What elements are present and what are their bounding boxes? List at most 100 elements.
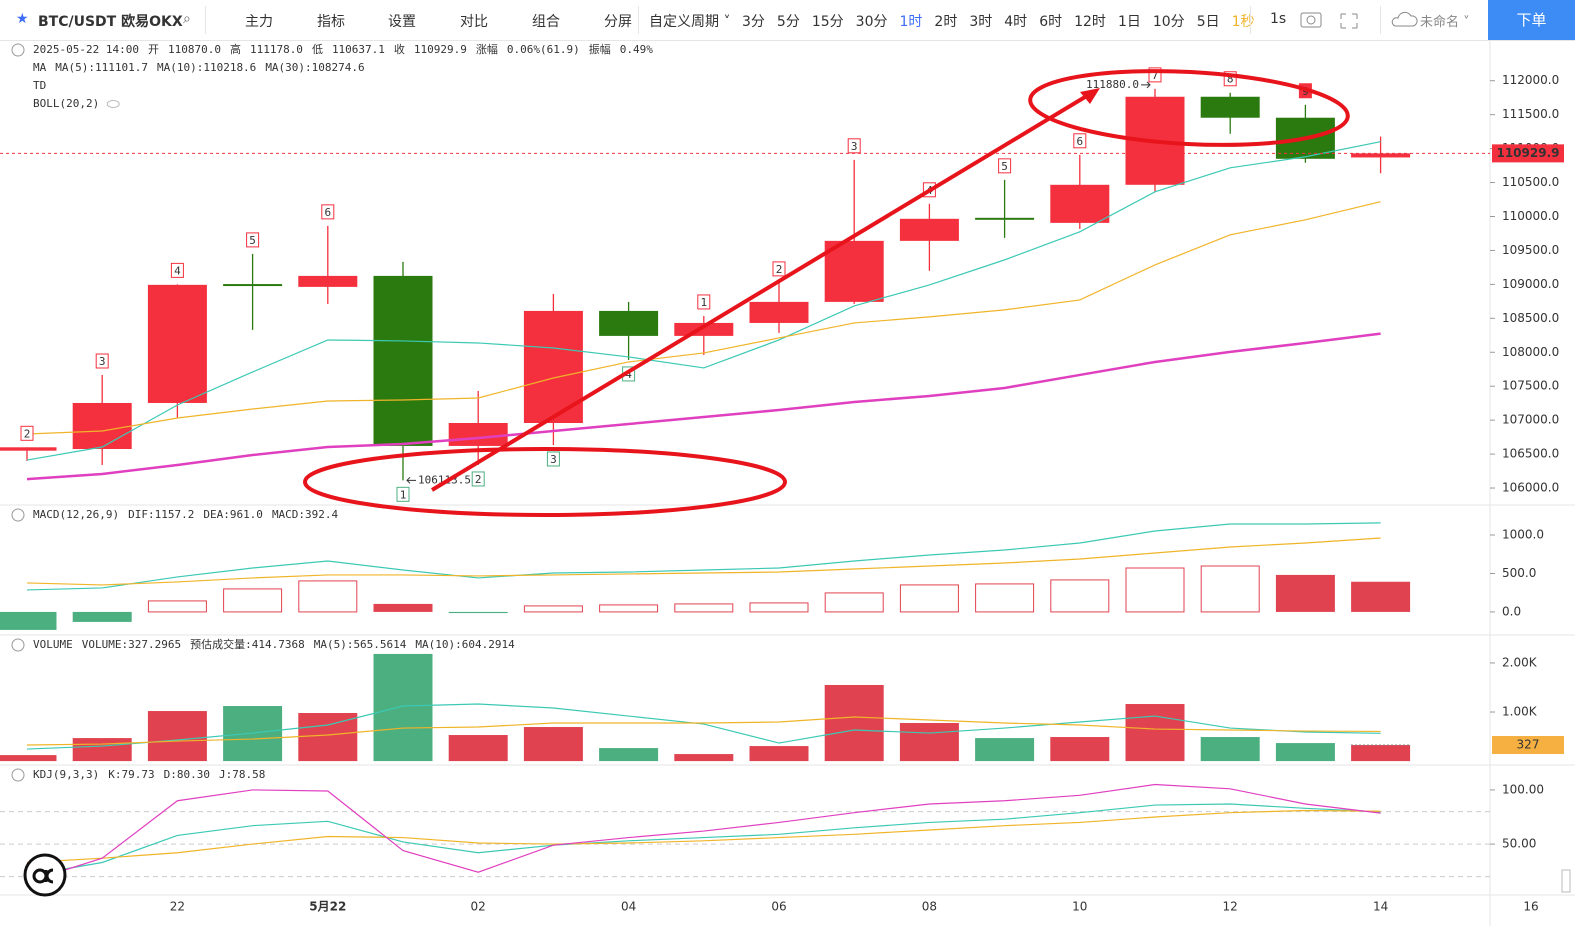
separator (1380, 6, 1381, 34)
collapse-toggle[interactable] (11, 768, 25, 782)
high-label: 111880.0 (1086, 78, 1139, 91)
legend-item: KDJ(9,3,3) (33, 768, 99, 781)
y-tick-label: 2.00K (1502, 655, 1538, 669)
volume-bar (448, 735, 508, 762)
td-label: 7 (1152, 69, 1159, 82)
collapse-toggle[interactable] (11, 43, 25, 57)
x-tick-label: 06 (771, 900, 786, 914)
volume-bar (749, 746, 809, 762)
volume-bar (147, 711, 207, 762)
legend-item: DEA:961.0 (203, 508, 263, 521)
y-tick-label: 1000.0 (1502, 528, 1544, 542)
symbol[interactable]: BTC/USDT 欧易OKX (38, 14, 183, 30)
volume-bar (523, 727, 583, 762)
layout-name[interactable]: 未命名 ˅ (1420, 15, 1470, 30)
td-box (170, 262, 184, 278)
period[interactable]: 1时 (899, 14, 923, 30)
macd-bar (448, 611, 508, 614)
td-label: 6 (1076, 135, 1083, 148)
period[interactable]: 15分 (811, 14, 844, 30)
legend-item: 开 (148, 43, 159, 56)
macd-bar (72, 611, 132, 622)
candle-body (523, 310, 583, 423)
macd-bar (899, 584, 959, 613)
x-tick-label: 16 (1523, 900, 1538, 914)
td-label: 4 (926, 184, 933, 197)
volume-bar (674, 754, 734, 762)
x-tick-label: 5月22 (309, 900, 346, 914)
x-tick-label: 22 (170, 900, 185, 914)
volume-ma-line (26, 716, 1381, 746)
tool[interactable]: 组合 (532, 14, 560, 30)
legend-item: 振幅 (589, 42, 611, 56)
period[interactable]: 12时 (1074, 14, 1106, 30)
tool[interactable]: 设置 (388, 14, 416, 30)
legend-item: 高 (230, 42, 241, 56)
volume-bar (1275, 743, 1335, 762)
td-label: 8 (1227, 73, 1234, 86)
y-tick-label: 109500.0 (1502, 243, 1559, 257)
x-tick-label: 02 (471, 900, 486, 914)
td-label: 5 (1001, 160, 1008, 173)
tool[interactable]: 分屏 (604, 14, 632, 30)
collapse-toggle[interactable] (11, 638, 25, 652)
macd-bar (975, 583, 1035, 613)
candle-body (0, 447, 57, 451)
candle-body (1050, 184, 1110, 223)
y-tick-label: 111500.0 (1502, 107, 1559, 121)
low-label: 106113.5 (418, 473, 471, 486)
candle-body (975, 217, 1035, 220)
period[interactable]: 3时 (969, 14, 993, 30)
legend-item: 110870.0 (168, 43, 221, 56)
tool[interactable]: 指标 (317, 14, 345, 30)
period[interactable]: 1秒 (1231, 14, 1255, 30)
macd-bar (1275, 574, 1335, 612)
star-icon[interactable]: ★ (16, 11, 29, 27)
legend-item: K:79.73 (108, 768, 154, 781)
period[interactable]: 4时 (1004, 14, 1028, 30)
collapse-toggle[interactable] (11, 508, 25, 522)
tool[interactable]: 对比 (460, 14, 488, 30)
td-label: 3 (99, 355, 106, 368)
candle-body (72, 402, 132, 449)
period[interactable]: 10分 (1152, 14, 1185, 30)
macd-bar (1050, 579, 1110, 613)
legend-item: 0.06%(61.9) (507, 43, 580, 56)
y-tick-label: 100.00 (1502, 782, 1544, 796)
period-menu[interactable]: 自定义周期 ˅ (649, 14, 731, 30)
period[interactable]: 1日 (1117, 14, 1141, 30)
macd-bar (0, 611, 57, 630)
scrollbar[interactable] (1561, 869, 1571, 893)
volume-bar (975, 738, 1035, 762)
interval[interactable]: 1s (1270, 11, 1287, 27)
period[interactable]: 6时 (1039, 14, 1063, 30)
eye-icon[interactable] (106, 100, 120, 108)
volume-ma-line (26, 703, 1381, 750)
separator (205, 6, 206, 34)
y-tick-label: 106000.0 (1502, 481, 1559, 495)
kdj-line (26, 803, 1381, 877)
period[interactable]: 30分 (855, 14, 888, 30)
search-icon[interactable]: ⌕ (183, 11, 191, 27)
y-tick-label: 1.00K (1502, 705, 1538, 719)
period[interactable]: 5日 (1196, 14, 1220, 30)
period[interactable]: 5分 (776, 14, 800, 30)
volume-bar (72, 738, 132, 762)
macd-bar (147, 600, 207, 613)
td-label: 3 (851, 140, 858, 153)
y-tick-label: 106500.0 (1502, 447, 1559, 461)
td-label: 1 (700, 296, 707, 309)
order-button[interactable]: 下单 (1488, 0, 1575, 40)
candle-body (1200, 96, 1260, 118)
y-tick-label: 110000.0 (1502, 209, 1559, 223)
period[interactable]: 2时 (934, 14, 958, 30)
macd-bar (1200, 565, 1260, 613)
legend-item: D:80.30 (164, 768, 210, 781)
period[interactable]: 3分 (742, 14, 765, 30)
macd-bar (523, 605, 583, 613)
legend-item: MACD(12,26,9) (33, 508, 119, 521)
legend-item: BOLL(20,2) (33, 97, 99, 110)
tool[interactable]: 主力 (245, 14, 273, 30)
